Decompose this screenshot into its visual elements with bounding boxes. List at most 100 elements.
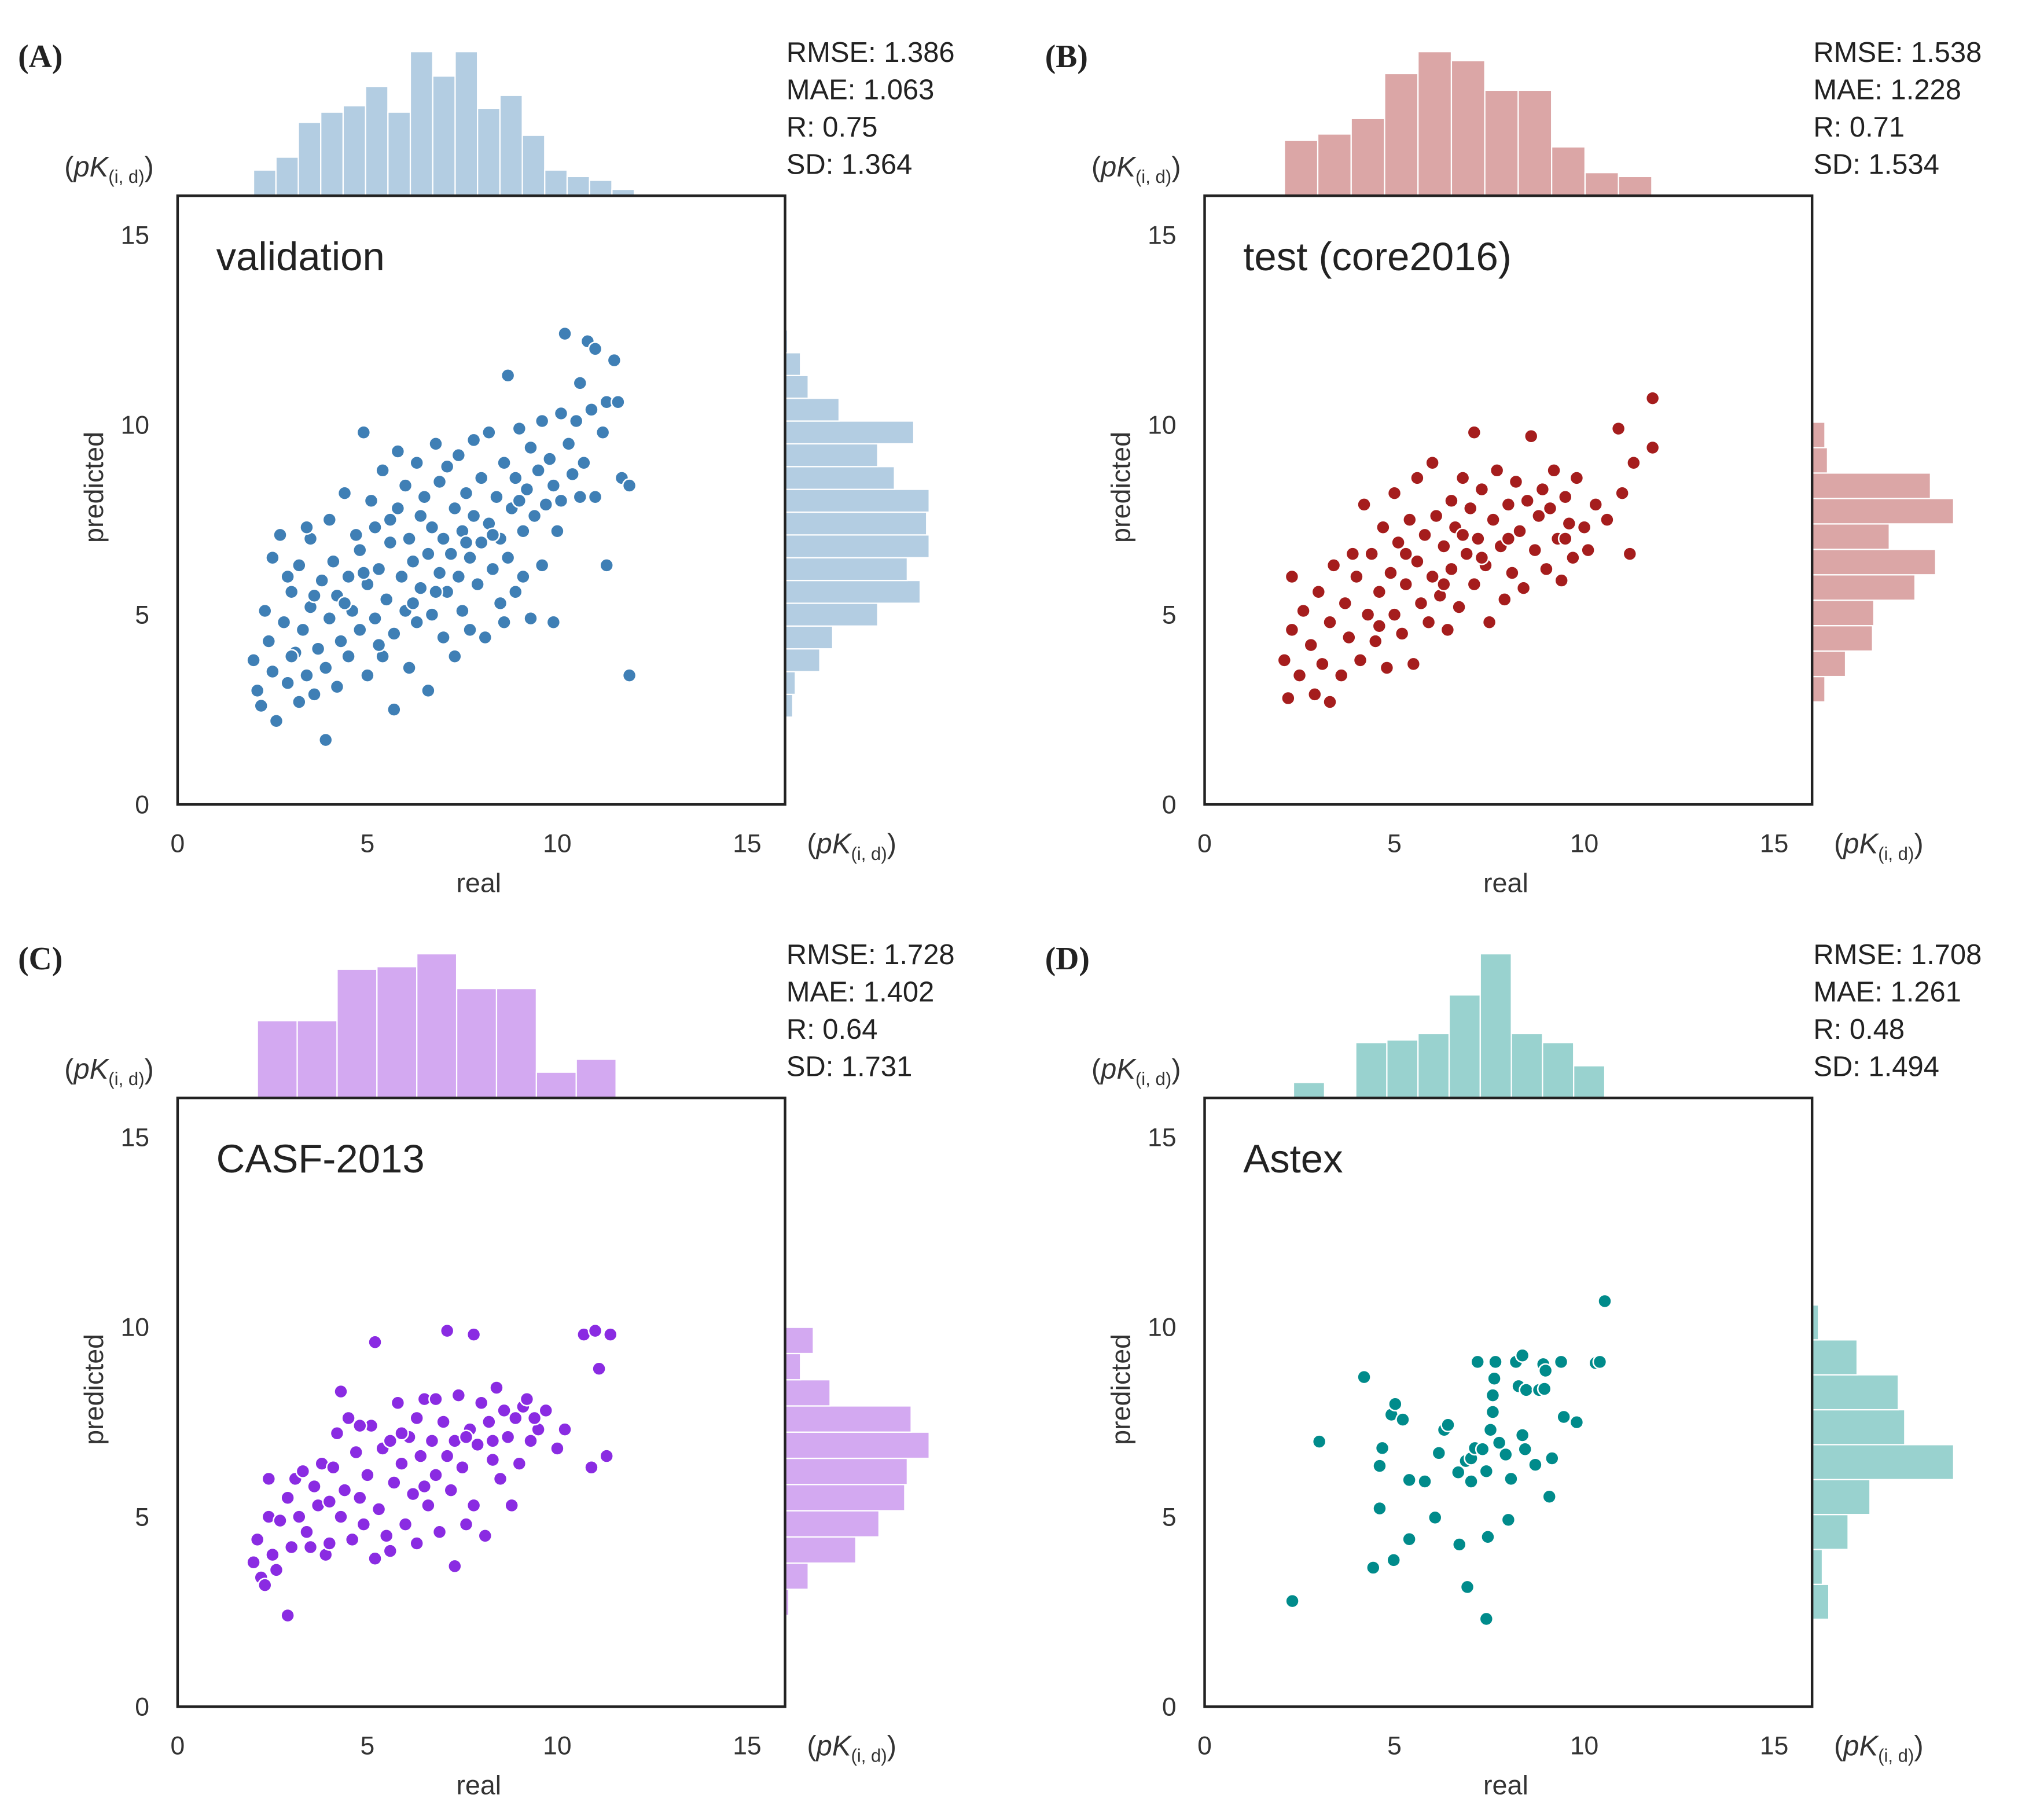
right-hist-bar: [784, 1431, 930, 1459]
data-point: [458, 1517, 474, 1532]
y-tick-label: 10: [120, 411, 149, 440]
data-point: [587, 489, 603, 505]
data-point: [599, 1448, 615, 1464]
data-point: [1337, 595, 1353, 611]
data-point: [299, 668, 314, 683]
top-hist-bar: [432, 75, 456, 197]
unit-close: ): [1171, 1054, 1181, 1085]
data-point: [299, 1524, 314, 1540]
stat-value: 0.71: [1850, 112, 1905, 143]
data-point: [477, 1528, 493, 1543]
stat-value: 1.402: [863, 976, 934, 1008]
right-hist-bar: [784, 420, 915, 445]
y-tick-label: 0: [1162, 1693, 1177, 1722]
data-point: [1360, 607, 1376, 623]
stat-r: R: 0.64: [786, 1014, 878, 1045]
top-hist-bar: [1417, 51, 1453, 197]
right-hist-bar: [784, 1326, 814, 1355]
data-point: [1460, 1579, 1475, 1595]
data-point: [519, 481, 535, 497]
stat-value: 1.228: [1891, 74, 1961, 105]
right-hist-bar: [1811, 650, 1847, 678]
top-hist-bar: [1542, 1042, 1575, 1099]
top-hist-bar: [1517, 89, 1553, 197]
data-point: [386, 1475, 402, 1490]
top-hist-bar: [252, 169, 277, 197]
data-point: [572, 489, 588, 505]
data-point: [1501, 1512, 1516, 1528]
y-tick-label: 5: [135, 601, 149, 630]
data-point: [420, 546, 436, 562]
stat-mae: MAE: 1.261: [1813, 976, 1961, 1008]
x-tick-label: 0: [171, 829, 185, 858]
top-hist-bar: [256, 1020, 298, 1099]
data-point: [1402, 1472, 1417, 1488]
data-point: [413, 508, 428, 524]
data-point: [284, 649, 299, 664]
data-point: [497, 615, 512, 630]
data-point: [409, 455, 425, 470]
data-point: [386, 626, 402, 641]
stat-value: 1.538: [1911, 37, 1982, 68]
x-tick-label: 15: [1760, 829, 1788, 858]
top-hist-bar: [275, 156, 299, 197]
top-hist-bar: [387, 111, 411, 197]
data-point: [1592, 1354, 1608, 1370]
top-hist-bar: [454, 51, 479, 197]
unit-main: pK: [815, 829, 852, 860]
stat-rmse: RMSE: 1.538: [1813, 37, 1982, 68]
data-point: [356, 425, 372, 440]
data-point: [398, 1517, 413, 1532]
right-hist-bar: [1811, 675, 1826, 703]
y-tick-label: 5: [135, 1503, 149, 1532]
data-point: [1391, 535, 1406, 550]
data-point: [352, 622, 367, 638]
stat-label: SD:: [1813, 149, 1868, 180]
data-point: [1410, 554, 1425, 569]
data-point: [1444, 493, 1459, 509]
data-point: [356, 1517, 372, 1532]
data-point: [341, 1410, 356, 1426]
data-point: [1523, 428, 1539, 444]
x-axis-label: real: [456, 867, 501, 898]
top-hist-bar: [1384, 72, 1419, 197]
data-point: [497, 1403, 512, 1418]
x-tick-label: 15: [733, 1731, 761, 1760]
stat-value: 0.75: [822, 112, 877, 143]
data-point: [462, 622, 477, 638]
stat-label: MAE:: [786, 976, 863, 1008]
right-hist-bar: [1811, 1339, 1858, 1376]
top-hist-bar: [1386, 1039, 1419, 1099]
unit-main: pK: [1842, 1731, 1879, 1762]
data-point: [1379, 660, 1395, 675]
data-point: [409, 1410, 425, 1426]
data-point: [273, 527, 288, 543]
unit-close: ): [887, 829, 896, 860]
top-hist-bar: [1417, 1032, 1450, 1099]
data-point: [1546, 462, 1561, 478]
data-point: [542, 451, 557, 467]
data-point: [1553, 1354, 1569, 1370]
top-hist-bar: [376, 966, 418, 1099]
data-point: [550, 523, 565, 539]
data-point: [322, 1494, 337, 1509]
x-tick-label: 5: [361, 829, 375, 858]
data-point: [584, 402, 599, 417]
data-point: [390, 444, 406, 459]
data-point: [1501, 497, 1516, 512]
data-point: [1436, 539, 1451, 554]
data-point: [428, 1467, 443, 1483]
stat-value: 1.731: [841, 1051, 912, 1082]
data-point: [378, 1528, 394, 1543]
data-point: [1333, 668, 1349, 683]
data-point: [546, 615, 561, 630]
data-point: [261, 634, 277, 649]
data-point: [1544, 1451, 1560, 1466]
data-point: [329, 679, 345, 694]
stat-label: R:: [786, 1014, 823, 1045]
data-point: [466, 1327, 481, 1343]
unit-open: (: [1834, 829, 1843, 860]
data-point: [473, 470, 489, 486]
data-point: [360, 1467, 375, 1483]
data-point: [515, 569, 531, 584]
